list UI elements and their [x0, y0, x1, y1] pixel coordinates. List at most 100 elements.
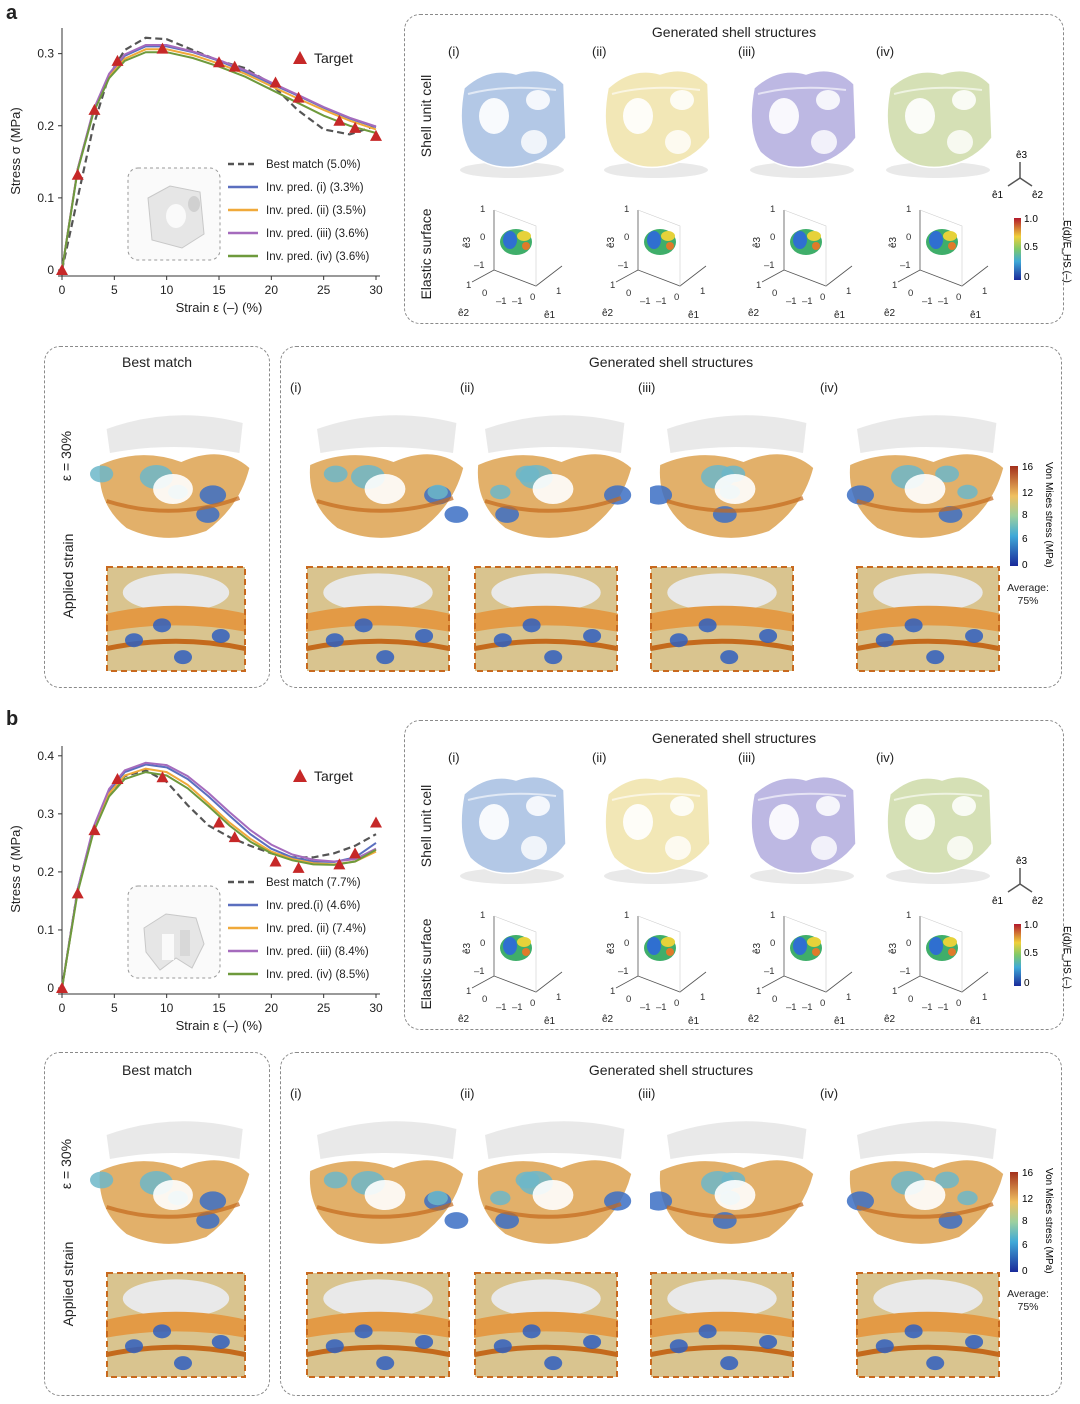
elastic-colorbar-tick: 1.0 — [1024, 214, 1038, 225]
zoom-inset — [306, 1272, 450, 1378]
elastic-blob-high — [661, 937, 675, 947]
generated-strain-box-a — [280, 346, 1062, 688]
cell-hole — [479, 98, 509, 134]
structure-roman-label: (iv) — [876, 750, 895, 765]
panel-letter-b: b — [6, 708, 19, 730]
zoom-stress-spot — [354, 618, 373, 633]
axis-box-grid — [493, 915, 537, 992]
elastic-tick-label: 0 — [530, 998, 535, 1009]
axis-box-edge — [493, 210, 563, 287]
elastic-blob-high — [943, 937, 957, 947]
x-tick-label: 5 — [111, 1001, 118, 1015]
zoom-stress-spot — [415, 628, 434, 643]
cell-highlight — [467, 792, 557, 801]
elastic-colorbar-gradient — [1014, 924, 1021, 986]
elastic-tick-label: 1 — [892, 280, 897, 291]
cell-body — [886, 775, 993, 875]
structure-roman-label: (iii) — [738, 44, 756, 59]
strain-roman-label: (ii) — [460, 380, 475, 395]
triad-e3-label: ê3 — [1016, 150, 1028, 161]
x-tick-label: 25 — [317, 1001, 331, 1015]
inset-hole — [162, 934, 174, 960]
triad-e1 — [1007, 177, 1021, 187]
series-line-4 — [61, 771, 377, 989]
axis-box-edge — [761, 975, 785, 989]
strain-roman-label: (i) — [290, 1086, 302, 1101]
zoom-frame — [306, 1272, 450, 1378]
stress-region — [196, 506, 220, 523]
elastic-tick-label: 1 — [556, 286, 561, 297]
cell-hole — [479, 804, 509, 840]
zoom-stress-spot — [522, 618, 541, 633]
cell-highlight — [611, 792, 701, 801]
cell-body — [750, 69, 857, 169]
shell-unit-cell-image — [460, 775, 567, 884]
zoom-frame — [856, 566, 1000, 672]
zoom-ghost — [667, 1279, 777, 1318]
elastic-tick-label: 0 — [626, 288, 631, 299]
stress-region — [935, 465, 959, 483]
elastic-tick-label: 1 — [982, 286, 987, 297]
elastic-tick-label: –1 — [640, 1002, 651, 1013]
legend-target-label: Target — [314, 768, 353, 784]
cell-body — [460, 775, 567, 875]
elastic-colorbar-label: E(d)/E_HS (–) — [1061, 926, 1072, 989]
zoom-inset — [306, 566, 450, 672]
axis-box-grid — [783, 915, 827, 992]
zoom-band-edge — [306, 638, 450, 652]
cell-hole — [769, 98, 799, 134]
elastic-blob-peak — [948, 948, 956, 956]
zoom-stress-spot — [153, 1324, 171, 1339]
e2-axis-label: ê2 — [602, 1014, 614, 1025]
elastic-tick-label: 0 — [908, 994, 913, 1005]
elastic-tick-label: 1 — [624, 910, 629, 921]
zoom-stress-spot — [904, 618, 923, 633]
triad-e1 — [1007, 883, 1021, 893]
zoom-stress-spot — [583, 1334, 602, 1349]
legend-label-4: Inv. pred. (iv) (3.6%) — [266, 251, 369, 263]
cell-hole — [670, 796, 694, 816]
axis-box-grid — [637, 915, 681, 992]
zoom-ghost — [873, 1279, 983, 1318]
stress-region — [935, 1171, 959, 1189]
series-line-0 — [60, 36, 377, 271]
elastic-tick-label: 0 — [908, 288, 913, 299]
von-mises-average-note: Average: 75% — [1007, 1288, 1049, 1314]
axis-box-edge — [615, 975, 639, 989]
zoom-inset — [106, 1272, 246, 1378]
zoom-stress-spot — [965, 1334, 984, 1349]
von-mises-colorbar-tick: 8 — [1022, 510, 1028, 521]
zoom-ghost — [323, 573, 433, 612]
zoom-band-edge — [650, 638, 794, 652]
elastic-tick-label: –1 — [618, 260, 629, 271]
e2-axis-label: ê2 — [602, 308, 614, 319]
zoom-stress-spot — [211, 628, 230, 643]
elastic-blob-low — [503, 937, 517, 955]
von-mises-colorbar-gradient — [1010, 466, 1018, 566]
axis-box-edge — [761, 269, 785, 283]
stress-region — [515, 465, 540, 483]
axes-triad: ê3 ê1 ê2 — [992, 856, 1044, 907]
zoom-ghost — [667, 573, 777, 612]
triad-e2-label: ê2 — [1032, 190, 1044, 201]
high-stress-band — [316, 1202, 454, 1219]
e1-axis-label: ê1 — [834, 310, 846, 320]
generated-structures-box-a — [404, 14, 1064, 324]
cell-shadow — [460, 162, 564, 178]
elastic-tick-label: –1 — [656, 296, 667, 307]
structure-roman-label: (iii) — [738, 750, 756, 765]
elastic-colorbar-tick: 0.5 — [1024, 948, 1038, 959]
stress-rendering — [309, 1121, 469, 1244]
series-line-4 — [61, 51, 377, 271]
cell-hole — [952, 90, 976, 110]
elastic-tick-label: –1 — [922, 296, 933, 307]
generated-strain-title-b: Generated shell structures — [588, 1062, 754, 1078]
target-marker — [88, 824, 101, 836]
zoom-stress-spot — [325, 1339, 344, 1354]
cell-body — [460, 69, 567, 169]
x-axis-label: Strain ε (–) (%) — [176, 1018, 263, 1033]
elastic-tick-label: 1 — [610, 280, 615, 291]
elastic-tick-label: 0 — [482, 994, 487, 1005]
zoom-ghost — [873, 573, 983, 612]
